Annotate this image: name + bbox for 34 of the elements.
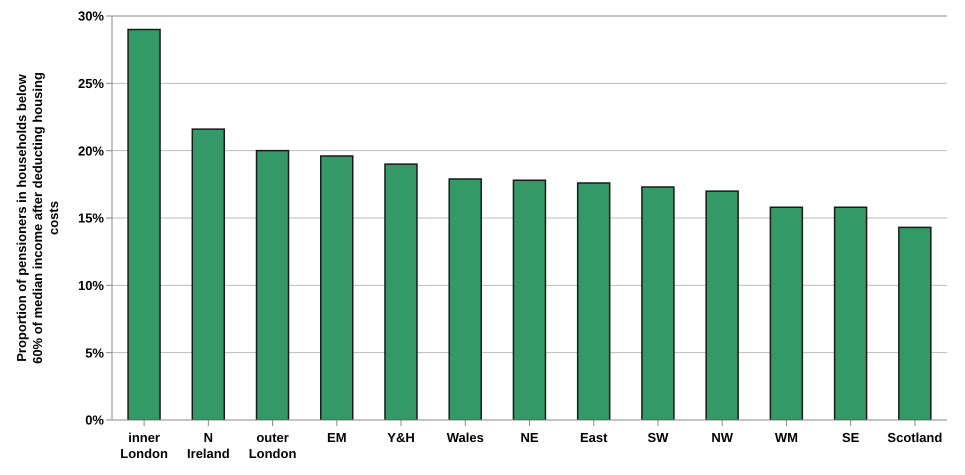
- bar: [834, 206, 868, 420]
- bar: [898, 226, 932, 420]
- y-tick-label: 0%: [85, 412, 104, 428]
- bar: [512, 180, 546, 420]
- bar: [641, 186, 675, 420]
- y-tick-label: 25%: [78, 76, 104, 91]
- x-tick-label: NW: [711, 430, 734, 445]
- bar: [384, 163, 418, 420]
- bar: [127, 28, 161, 420]
- bar: [705, 190, 739, 420]
- y-tick-label: 5%: [85, 345, 104, 360]
- x-tick-label: NE: [520, 430, 539, 445]
- x-tick-label: SE: [842, 430, 860, 445]
- bar: [256, 150, 290, 420]
- y-tick-label: 10%: [78, 278, 104, 293]
- x-tick-label: Scotland: [887, 430, 942, 445]
- x-tick-label: EM: [327, 430, 347, 445]
- x-tick-label: N Ireland: [187, 430, 230, 461]
- x-tick-label: inner London: [120, 430, 168, 461]
- y-tick-label: 20%: [78, 143, 104, 158]
- bar: [770, 206, 804, 420]
- y-tick-label: 30%: [78, 8, 104, 24]
- x-tick-label: WM: [774, 430, 798, 445]
- y-axis-title: Proportion of pensioners in households below 60% of median income after deducting housing costs: [14, 72, 61, 364]
- bar: [448, 178, 482, 420]
- x-tick-label: SW: [647, 430, 670, 445]
- y-tick-label: 15%: [78, 210, 104, 226]
- x-tick-label: Y&H: [387, 430, 415, 445]
- bar: [320, 155, 354, 420]
- x-tick-label: outer London: [248, 430, 296, 461]
- x-tick-label: East: [580, 430, 608, 445]
- bar: [192, 128, 226, 420]
- bar: [576, 182, 610, 420]
- x-tick-label: Wales: [446, 430, 484, 445]
